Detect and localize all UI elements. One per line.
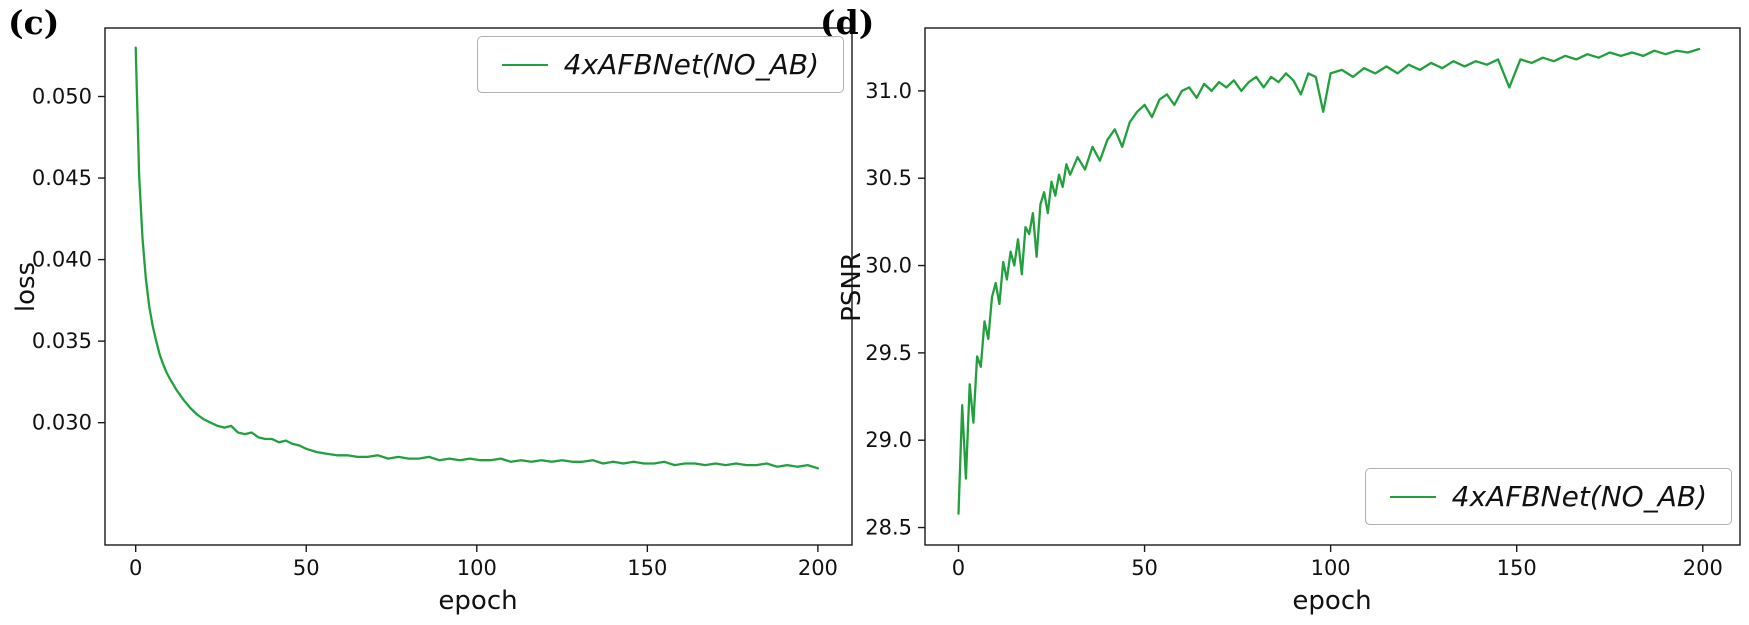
x-tick-label: 150	[627, 556, 667, 580]
legend-line-sample-icon	[1389, 495, 1436, 498]
y-tick-label: 0.050	[32, 84, 92, 108]
y-tick-label: 28.5	[865, 516, 912, 540]
psnr-line	[957, 47, 1701, 515]
x-tick-label: 0	[952, 556, 965, 580]
y-tick-label: 0.040	[32, 248, 92, 272]
y-tick-label: 30.5	[865, 166, 912, 190]
legend-line-sample-icon	[501, 63, 548, 66]
y-tick-label: 0.030	[32, 411, 92, 435]
x-tick-label: 100	[457, 556, 497, 580]
x-tick-label: 50	[1131, 556, 1158, 580]
x-tick-label: 100	[1311, 556, 1351, 580]
y-tick-label: 31.0	[865, 79, 912, 103]
psnr-plot: 0 50 100 150 200 28.5 29.0 29.5 30.0 30.5 31.0	[865, 27, 1741, 580]
psnr-x-axis-label: epoch	[1292, 586, 1372, 616]
y-tick-label: 29.0	[865, 428, 912, 452]
psnr-legend-label: 4xAFBNet(NO_AB)	[1451, 480, 1707, 513]
y-tick-label: 0.035	[32, 329, 92, 353]
x-tick-label: 150	[1497, 556, 1537, 580]
x-tick-label: 50	[293, 556, 320, 580]
x-tick-label: 200	[1683, 556, 1723, 580]
psnr-legend: 4xAFBNet(NO_AB)	[1364, 468, 1732, 525]
loss-x-axis-label: epoch	[438, 586, 518, 616]
y-tick-label: 0.045	[32, 166, 92, 190]
loss-y-axis-label: loss	[11, 261, 41, 313]
x-tick-label: 0	[129, 556, 142, 580]
psnr-axes-box	[924, 27, 1741, 546]
x-tick-label: 200	[798, 556, 838, 580]
panel-label-d: (d)	[820, 3, 875, 42]
y-tick-label: 30.0	[865, 254, 912, 278]
loss-legend-label: 4xAFBNet(NO_AB)	[563, 48, 819, 81]
psnr-y-axis-label: PSNR	[837, 252, 867, 322]
panel-label-c: (c)	[8, 3, 60, 42]
loss-legend: 4xAFBNet(NO_AB)	[476, 36, 844, 93]
loss-plot: 0 50 100 150 200 0.030 0.035 0.040 0.045 0.050	[32, 27, 853, 580]
loss-line	[134, 46, 820, 470]
y-tick-label: 29.5	[865, 341, 912, 365]
loss-axes-box	[104, 27, 853, 546]
